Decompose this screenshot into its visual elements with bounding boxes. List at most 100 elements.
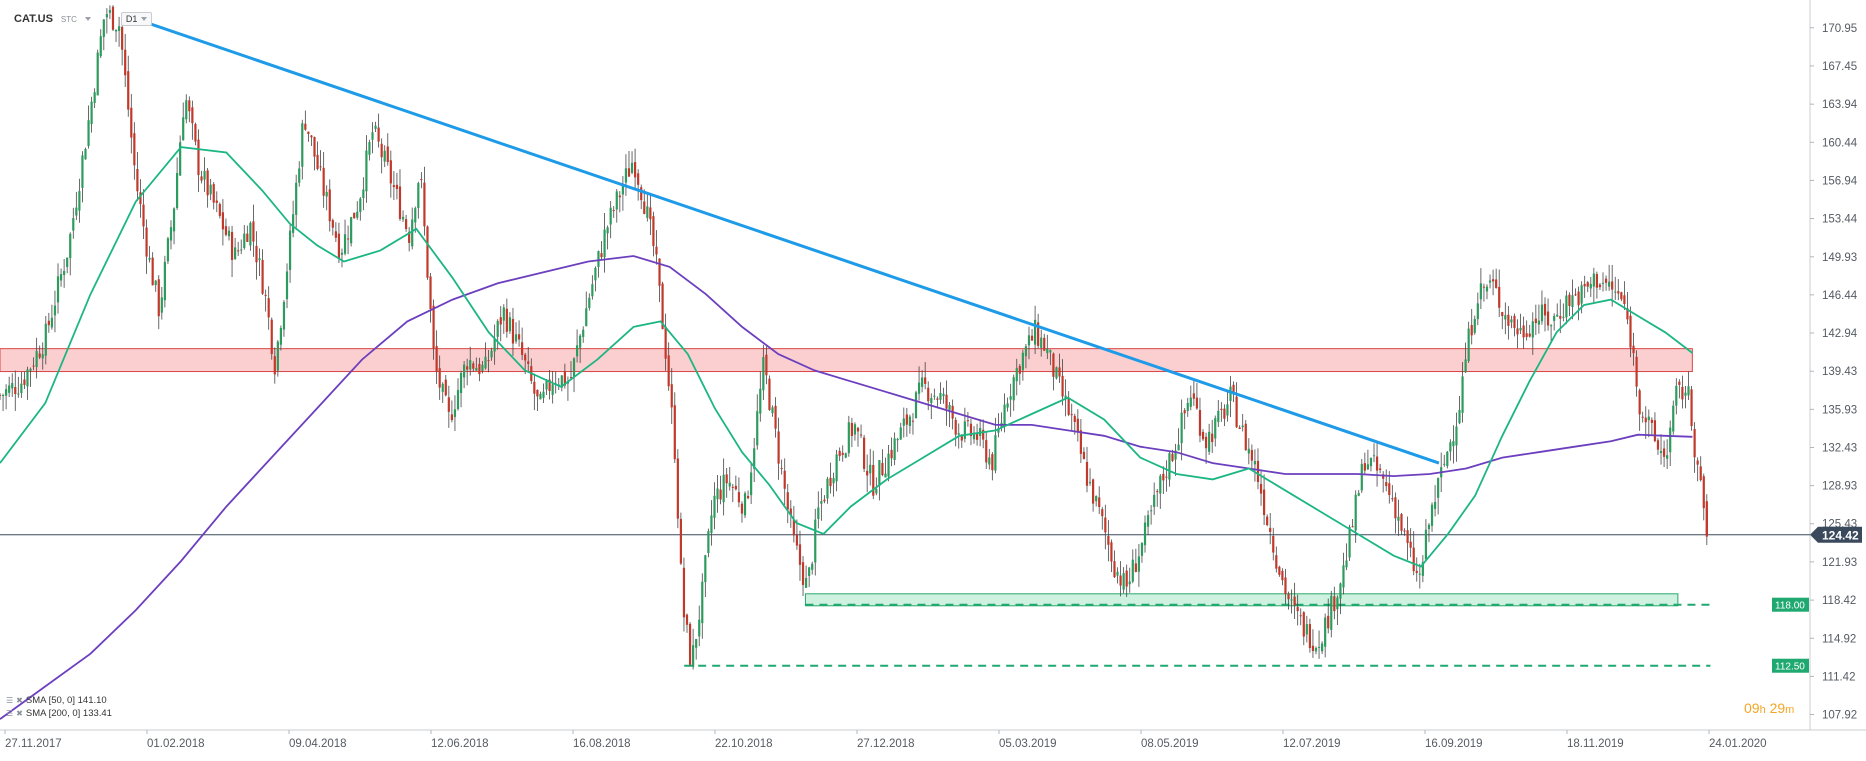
- candles: [0, 5, 1708, 670]
- candle-body: [481, 364, 484, 371]
- candle-body: [227, 230, 231, 237]
- candle-body: [972, 432, 976, 440]
- candle-body: [371, 132, 374, 140]
- candle-body: [1116, 571, 1119, 576]
- candle-body: [975, 433, 979, 440]
- timeframe-select[interactable]: D1: [120, 12, 153, 26]
- candle-body: [453, 409, 457, 418]
- candle-body: [841, 452, 844, 455]
- candle-body: [1327, 615, 1330, 629]
- candle-body: [1058, 367, 1061, 377]
- timer-minutes: 29: [1769, 700, 1786, 716]
- candle-body: [1522, 325, 1525, 338]
- candle-body: [1226, 404, 1229, 416]
- candle-body: [533, 381, 536, 394]
- settings-icon[interactable]: ☰: [6, 709, 14, 718]
- candle-body: [658, 258, 661, 286]
- candle-body: [1690, 389, 1693, 427]
- candle-body: [1003, 404, 1006, 427]
- candle-body: [936, 398, 939, 400]
- candle-body: [1556, 314, 1559, 317]
- close-icon[interactable]: ✖: [16, 696, 23, 705]
- candle-body: [1287, 593, 1290, 600]
- close-icon[interactable]: ✖: [16, 709, 23, 718]
- candle-body: [50, 317, 54, 328]
- candle-body: [411, 219, 414, 247]
- y-tick-label: 121.93: [1822, 557, 1857, 569]
- legend-item-sma200[interactable]: ☰ ✖ SMA [200, 0] 133.41: [6, 707, 112, 720]
- candle-body: [1198, 410, 1202, 436]
- candle-body: [1513, 315, 1516, 328]
- settings-icon[interactable]: ☰: [6, 696, 14, 705]
- x-tick-label: 27.11.2017: [5, 738, 62, 750]
- candle-body: [612, 210, 615, 212]
- candle-body: [1357, 493, 1360, 496]
- candle-body: [630, 162, 634, 173]
- candle-body: [203, 171, 206, 180]
- candle-body: [1345, 560, 1348, 568]
- candle-body: [1278, 566, 1281, 575]
- candle-body: [1079, 430, 1082, 454]
- candle-body: [1461, 376, 1464, 413]
- legend-item-sma50[interactable]: ☰ ✖ SMA [50, 0] 141.10: [6, 694, 112, 707]
- candle-body: [221, 212, 224, 230]
- candle-body: [1027, 335, 1031, 346]
- candle-body: [1553, 315, 1556, 321]
- candle-body: [1321, 643, 1324, 652]
- candle-body: [1669, 427, 1672, 453]
- candle-body: [1394, 497, 1397, 519]
- candle-body: [169, 227, 173, 241]
- candle-body: [1018, 366, 1021, 374]
- candle-body: [731, 486, 734, 488]
- candle-body: [75, 207, 78, 216]
- legend-label: SMA [200, 0] 133.41: [25, 708, 112, 719]
- candle-body: [1015, 368, 1018, 382]
- candle-body: [1604, 278, 1608, 283]
- candle-body: [295, 182, 298, 215]
- candle-body: [563, 371, 566, 386]
- candle-body: [310, 135, 313, 138]
- candle-body: [1507, 314, 1510, 326]
- candle-body: [1085, 461, 1089, 486]
- candle-body: [1342, 565, 1345, 588]
- candle-body: [108, 10, 112, 13]
- candle-body: [1021, 352, 1024, 371]
- candle-body: [435, 346, 438, 372]
- candle-body: [795, 534, 799, 546]
- candle-body: [1043, 337, 1046, 351]
- candle-body: [179, 142, 182, 176]
- candle-body: [1095, 496, 1098, 502]
- candle-body: [637, 173, 640, 185]
- candle-body: [386, 146, 389, 163]
- candle-body: [200, 176, 203, 181]
- candle-body: [664, 326, 667, 359]
- candle-body: [954, 419, 957, 435]
- x-tick-label: 27.12.2018: [857, 738, 915, 750]
- candle-body: [1012, 377, 1015, 401]
- candle-body: [649, 207, 652, 220]
- candle-body: [1644, 417, 1647, 423]
- candle-body: [982, 429, 985, 440]
- candle-body: [673, 405, 676, 460]
- candle-body: [804, 578, 808, 588]
- candle-body: [130, 107, 133, 138]
- candle-body: [14, 386, 17, 395]
- candle-body: [743, 493, 747, 516]
- candle-body: [377, 127, 380, 142]
- candle-body: [844, 453, 847, 458]
- candle-body: [1299, 615, 1302, 617]
- candle-body: [1049, 350, 1052, 353]
- source-dropdown-icon[interactable]: [84, 17, 91, 21]
- candle-body: [1397, 516, 1400, 521]
- candle-body: [1562, 316, 1565, 318]
- candle-body: [1006, 403, 1009, 408]
- candle-body: [1052, 353, 1055, 377]
- candle-body: [1592, 273, 1595, 287]
- candle-body: [1201, 431, 1205, 440]
- candle-body: [72, 218, 75, 231]
- candle-body: [463, 364, 466, 378]
- chart-toolbar: CAT.US STC D1: [14, 12, 153, 26]
- candle-body: [875, 488, 878, 494]
